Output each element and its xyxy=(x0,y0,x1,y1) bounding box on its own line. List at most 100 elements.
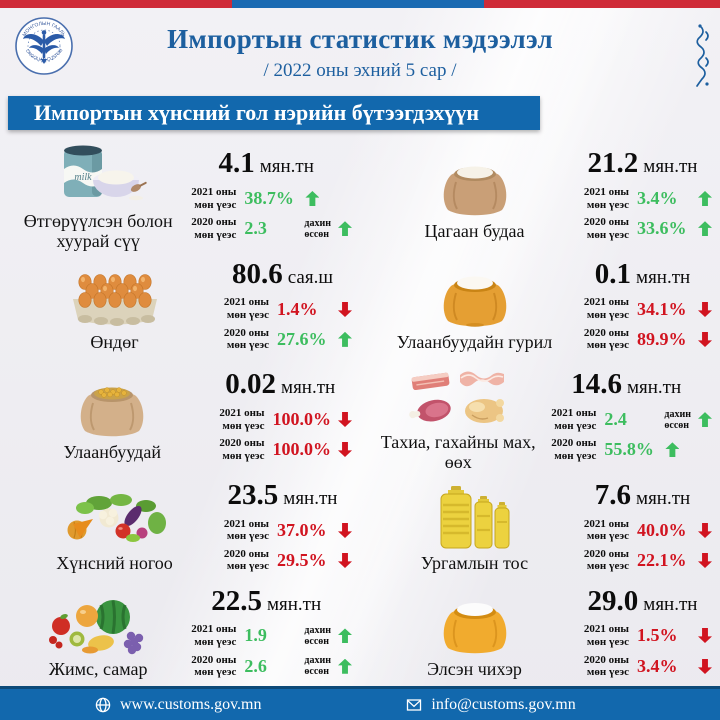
stat-vs-2021: 2021 оны мөн үеэс 2.4 дахин өссөн xyxy=(540,407,712,432)
product-amount: 21.2 мян.тн xyxy=(587,147,698,180)
fruits-icon xyxy=(45,588,151,656)
stat-vs-2020: 2020 оны мөн үеэс 2.6 дахин өссөн xyxy=(180,654,352,679)
stat-value: 1.9 xyxy=(244,625,267,646)
stat-value: 3.4% xyxy=(637,655,678,676)
product-amount: 7.6 мян.тн xyxy=(594,479,691,512)
product-card-fruits: Жимс, самар 22.5 мян.тн 2021 оны мөн үеэс … xyxy=(0,580,360,686)
stat-vs-2020: 2020 оны мөн үеэс 22.1% xyxy=(573,548,712,573)
stat-value: 34.1% xyxy=(637,298,687,319)
comparison-period: 2020 оны мөн үеэс xyxy=(223,547,269,573)
comparison-period: 2021 оны мөн үеэс xyxy=(223,296,269,322)
stat-value: 100.0% xyxy=(272,439,332,460)
comparison-period: 2020 оны мөн үеэс xyxy=(191,653,237,679)
comparison-period: 2020 оны мөн үеэс xyxy=(219,437,265,462)
stat-vs-2020: 2020 оны мөн үеэс 2.3 дахин өссөн xyxy=(180,216,352,241)
stat-value: 22.1% xyxy=(637,549,687,570)
trend-arrow-icon xyxy=(338,331,352,347)
meat-icon xyxy=(406,361,510,429)
comparison-period: 2020 оны мөн үеэс xyxy=(583,653,629,679)
trend-arrow-icon xyxy=(305,191,320,207)
stat-suffix: дахин өссөн xyxy=(304,217,331,240)
comparison-period: 2020 оны мөн үеэс xyxy=(223,326,269,352)
sugar-sack-icon xyxy=(436,588,514,656)
product-name: Улаанбуудай xyxy=(63,442,161,463)
product-amount: 4.1 мян.тн xyxy=(218,147,314,180)
stat-suffix: дахин өссөн xyxy=(664,408,691,431)
product-name: Хүнсний ногоо xyxy=(56,552,173,573)
comparison-period: 2020 оны мөн үеэс xyxy=(583,216,629,241)
comparison-period: 2021 оны мөн үеэс xyxy=(223,517,269,543)
product-card-eggs: Өндөг 80.6 сая.ш 2021 оны мөн үеэс 1.4% 20… xyxy=(0,253,360,359)
trend-arrow-icon xyxy=(698,332,712,347)
envelope-icon xyxy=(406,697,422,713)
trend-arrow-icon xyxy=(698,191,712,207)
stat-vs-2021: 2021 оны мөн үеэс 1.5% xyxy=(573,623,712,648)
stat-value: 1.5% xyxy=(637,625,678,646)
stat-vs-2020: 2020 оны мөн үеэс 89.9% xyxy=(573,327,712,352)
mongolian-script-decoration xyxy=(691,24,713,90)
stat-suffix: дахин өссөн xyxy=(304,655,331,678)
footer-website-text: www.customs.gov.mn xyxy=(120,695,262,713)
product-card-milk: milk Өтгөрүүлсэн болон хуурай сүү 4.1 мян… xyxy=(0,138,360,253)
product-name: Тахиа, гахайны мах, өөх xyxy=(380,432,536,473)
products-grid: milk Өтгөрүүлсэн болон хуурай сүү 4.1 мян… xyxy=(0,138,720,686)
trend-arrow-icon xyxy=(338,302,352,317)
product-name: Өтгөрүүлсэн болон хуурай сүү xyxy=(23,211,173,252)
stat-value: 37.0% xyxy=(277,519,327,540)
stat-vs-2021: 2021 оны мөн үеэс 1.4% xyxy=(213,296,352,321)
product-amount: 80.6 сая.ш xyxy=(232,257,333,290)
trend-arrow-icon xyxy=(665,442,680,458)
footer-email-text: info@customs.gov.mn xyxy=(431,695,576,713)
stat-vs-2021: 2021 оны мөн үеэс 37.0% xyxy=(213,518,352,543)
product-card-sugar: Элсэн чихэр 29.0 мян.тн 2021 оны мөн үеэс … xyxy=(360,580,720,686)
eggs-icon xyxy=(69,261,161,329)
product-name: Цагаан будаа xyxy=(424,221,525,242)
stat-vs-2020: 2020 оны мөн үеэс 29.5% xyxy=(213,548,352,573)
comparison-period: 2021 оны мөн үеэс xyxy=(219,406,265,432)
comparison-period: 2020 оны мөн үеэс xyxy=(583,326,629,352)
stat-vs-2021: 2021 оны мөн үеэс 3.4% xyxy=(573,186,712,211)
page-subtitle: / 2022 оны эхний 5 сар / xyxy=(263,60,457,81)
stat-value: 3.4% xyxy=(637,188,678,209)
comparison-period: 2020 оны мөн үеэс xyxy=(583,547,629,573)
product-name: Өндөг xyxy=(90,331,139,352)
stat-vs-2020: 2020 оны мөн үеэс 27.6% xyxy=(213,327,352,352)
comparison-period: 2021 оны мөн үеэс xyxy=(583,623,629,648)
comparison-period: 2021 оны мөн үеэс xyxy=(191,185,237,211)
top-bar-blue-segment xyxy=(232,0,484,8)
comparison-period: 2021 оны мөн үеэс xyxy=(191,623,237,648)
trend-arrow-icon xyxy=(338,523,352,538)
stat-value: 2.6 xyxy=(244,655,267,676)
trend-arrow-icon xyxy=(338,442,352,457)
trend-arrow-icon xyxy=(698,221,712,237)
trend-arrow-icon xyxy=(698,659,712,674)
comparison-period: 2021 оны мөн үеэс xyxy=(583,185,629,211)
stat-value: 55.8% xyxy=(604,439,654,460)
top-color-bar xyxy=(0,0,720,8)
oil-icon xyxy=(433,482,517,550)
stat-vs-2021: 2021 оны мөн үеэс 34.1% xyxy=(573,296,712,321)
customs-logo-icon: МОНГОЛЫН ГААЛЬ MONGOLIAN CUSTOMS xyxy=(14,16,74,76)
comparison-period: 2020 оны мөн үеэс xyxy=(551,437,597,462)
stat-value: 40.0% xyxy=(637,519,687,540)
trend-arrow-icon xyxy=(698,628,712,643)
stat-value: 2.4 xyxy=(604,409,627,430)
stat-vs-2021: 2021 оны мөн үеэс 40.0% xyxy=(573,518,712,543)
stat-vs-2020: 2020 оны мөн үеэс 55.8% xyxy=(540,437,712,462)
vegetables-icon xyxy=(61,482,169,550)
product-amount: 0.1 мян.тн xyxy=(594,257,691,290)
footer-email: info@customs.gov.mn xyxy=(406,695,576,714)
top-bar-red-segment xyxy=(0,0,232,8)
product-name: Жимс, самар xyxy=(48,658,148,679)
stat-vs-2021: 2021 оны мөн үеэс 1.9 дахин өссөн xyxy=(180,623,352,648)
flour-sack-icon xyxy=(436,261,514,329)
stat-vs-2020: 2020 оны мөн үеэс 33.6% xyxy=(573,216,712,241)
product-card-flour: Улаанбуудайн гурил 0.1 мян.тн 2021 оны мөн… xyxy=(360,253,720,359)
milk-icon: milk xyxy=(48,140,148,208)
product-amount: 14.6 мян.тн xyxy=(571,368,682,401)
product-card-meat: Тахиа, гахайны мах, өөх 14.6 мян.тн 2021 … xyxy=(360,359,720,474)
trend-arrow-icon xyxy=(338,553,352,568)
trend-arrow-icon xyxy=(338,412,352,427)
stat-value: 1.4% xyxy=(277,298,318,319)
stat-value: 89.9% xyxy=(637,328,687,349)
